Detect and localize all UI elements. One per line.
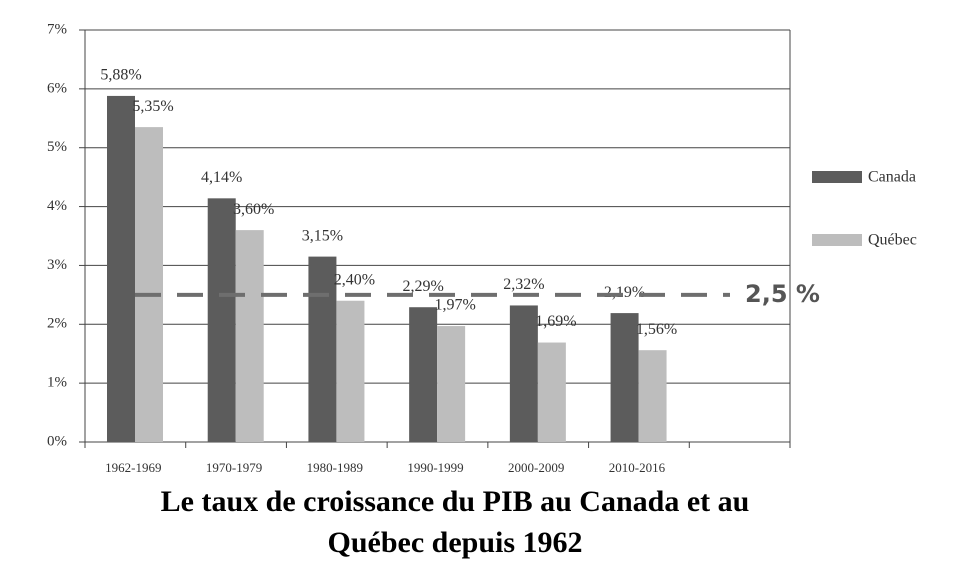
legend-swatch — [812, 234, 862, 246]
chart-title: Le taux de croissance du PIB au Canada e… — [161, 485, 750, 518]
legend-label: Québec — [868, 232, 917, 249]
bar — [537, 342, 566, 442]
y-tick-label: 0% — [47, 433, 67, 449]
value-label: 2,19% — [604, 284, 645, 301]
y-tick-label: 4% — [47, 198, 67, 214]
y-tick-label: 2% — [47, 316, 67, 332]
reference-label: 2,5 % — [745, 280, 820, 308]
x-tick-label: 2000-2009 — [508, 460, 564, 475]
x-tick-label: 1962-1969 — [105, 460, 161, 475]
value-label: 2,29% — [402, 278, 443, 295]
value-label: 2,40% — [334, 271, 375, 288]
bar — [509, 305, 538, 442]
x-tick-label: 2010-2016 — [609, 460, 666, 475]
bar — [135, 127, 163, 442]
y-tick-label: 7% — [47, 21, 67, 37]
x-tick-label: 1970-1979 — [206, 460, 262, 475]
x-tick-label: 1980-1989 — [307, 460, 363, 475]
legend-swatch — [812, 171, 862, 183]
bar — [107, 95, 135, 443]
value-label: 3,60% — [233, 201, 274, 218]
value-label: 1,69% — [535, 313, 576, 330]
y-tick-label: 6% — [47, 80, 67, 96]
value-label: 1,97% — [434, 297, 475, 314]
x-tick-label: 1990-1999 — [407, 460, 463, 475]
value-label: 4,14% — [201, 169, 242, 186]
value-label: 5,35% — [132, 98, 173, 115]
bar — [409, 307, 438, 442]
bar — [308, 256, 337, 442]
bar — [207, 198, 236, 442]
value-label: 5,88% — [100, 67, 141, 84]
value-label: 2,32% — [503, 276, 544, 293]
legend-label: Canada — [868, 169, 916, 186]
bar — [437, 326, 466, 442]
value-label: 1,56% — [636, 321, 677, 338]
value-label: 3,15% — [302, 227, 343, 244]
bar — [235, 230, 264, 442]
bar — [610, 313, 639, 442]
y-tick-label: 5% — [47, 139, 67, 155]
y-tick-label: 1% — [47, 375, 67, 391]
bar — [638, 350, 667, 442]
bar — [336, 300, 365, 442]
chart-title: Québec depuis 1962 — [327, 526, 582, 559]
y-tick-label: 3% — [47, 257, 67, 273]
